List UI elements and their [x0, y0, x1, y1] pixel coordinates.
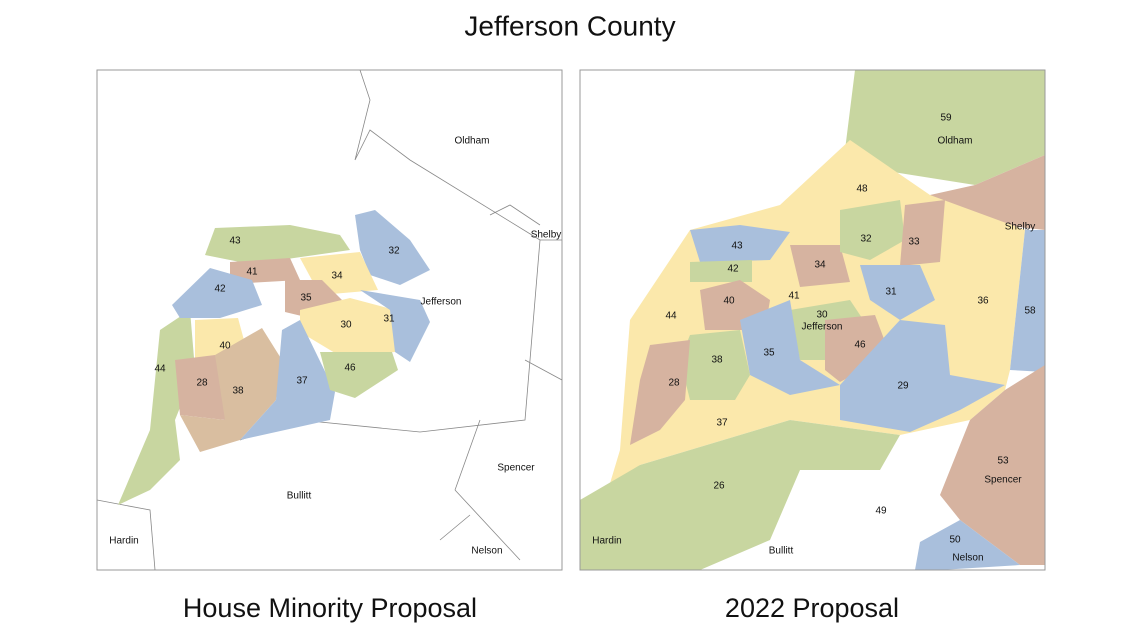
district-label: 26	[713, 481, 725, 492]
district-label: 40	[219, 341, 231, 352]
district-label: 32	[388, 246, 400, 257]
district	[580, 420, 900, 570]
district	[845, 70, 1045, 185]
county-label: Nelson	[471, 546, 502, 557]
district	[355, 210, 430, 285]
county-label: Oldham	[454, 136, 489, 147]
district-label: 37	[716, 418, 728, 429]
district-label: 48	[856, 184, 868, 195]
district-label: 30	[816, 310, 828, 321]
district	[285, 280, 342, 318]
district	[860, 265, 935, 320]
district	[180, 328, 282, 452]
district-label: 43	[229, 236, 241, 247]
district	[172, 268, 262, 318]
district-label: 30	[340, 320, 352, 331]
district	[840, 320, 1005, 432]
district-label: 29	[897, 381, 909, 392]
district-label: 44	[154, 364, 166, 375]
district-label: 37	[296, 376, 308, 387]
county-label: Spencer	[497, 463, 535, 474]
county-label: Jefferson	[421, 297, 462, 308]
map-right	[579, 69, 1046, 571]
district-label: 41	[788, 291, 800, 302]
district	[940, 365, 1045, 565]
district-label: 34	[814, 260, 826, 271]
district-label: 35	[300, 293, 312, 304]
district-label: 38	[232, 386, 244, 397]
district	[900, 200, 945, 266]
district-label: 43	[731, 241, 743, 252]
district-label: 42	[727, 264, 739, 275]
district-label: 38	[711, 355, 723, 366]
district	[118, 310, 195, 505]
district	[1010, 230, 1045, 372]
district-label: 59	[940, 113, 952, 124]
title: Jefferson County	[464, 10, 675, 41]
county-label: Nelson	[952, 553, 983, 564]
district	[740, 300, 840, 395]
district-label: 35	[763, 348, 775, 359]
caption: 2022 Proposal	[725, 593, 899, 623]
district	[240, 320, 335, 440]
district	[630, 340, 690, 445]
district-label: 53	[997, 456, 1009, 467]
district	[840, 200, 905, 260]
district	[205, 225, 350, 262]
district	[300, 298, 395, 356]
district	[790, 245, 850, 287]
map-frame	[579, 69, 1046, 571]
district-label: 32	[860, 234, 872, 245]
county-lines	[96, 69, 563, 571]
county-label: Hardin	[592, 536, 621, 547]
county-label: Hardin	[109, 536, 138, 547]
map-left	[96, 69, 563, 571]
county-label: Bullitt	[287, 491, 312, 502]
district-label: 34	[331, 271, 343, 282]
county-label: Spencer	[984, 475, 1022, 486]
district	[690, 225, 790, 262]
district-label: 40	[723, 296, 735, 307]
district-label: 42	[214, 284, 226, 295]
district-label: 31	[885, 287, 897, 298]
district	[230, 258, 300, 284]
county-label: Jefferson	[802, 322, 843, 333]
district-label: 33	[908, 237, 920, 248]
district	[825, 315, 890, 382]
county-label: Shelby	[1005, 222, 1036, 233]
county-label: Oldham	[937, 136, 972, 147]
district-label: 44	[665, 311, 677, 322]
district-label: 58	[1024, 306, 1036, 317]
district-label: 28	[668, 378, 680, 389]
district	[320, 352, 398, 398]
district-label: 31	[383, 314, 395, 325]
district-label: 46	[344, 363, 356, 374]
district	[680, 330, 750, 400]
district	[360, 290, 430, 362]
county-label: Shelby	[531, 230, 562, 241]
caption: House Minority Proposal	[183, 593, 477, 623]
district	[915, 520, 1020, 570]
district	[690, 260, 752, 282]
district-label: 49	[875, 506, 887, 517]
district-label: 50	[949, 535, 961, 546]
district-label: 28	[196, 378, 208, 389]
district-label: 46	[854, 340, 866, 351]
district-label: 41	[246, 267, 258, 278]
county-label: Bullitt	[769, 546, 794, 557]
district-label: 36	[977, 296, 989, 307]
